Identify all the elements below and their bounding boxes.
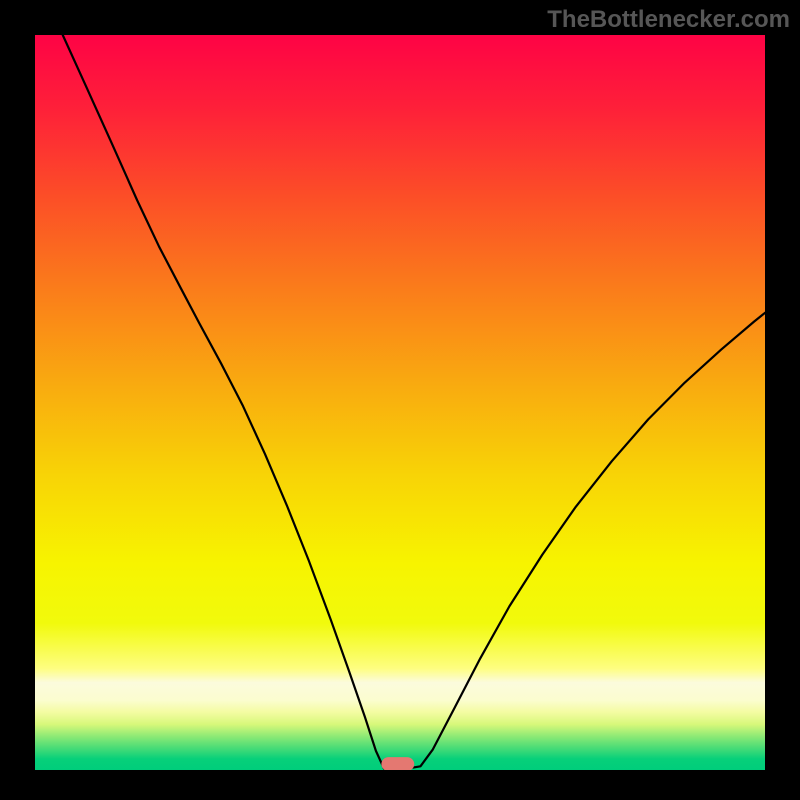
watermark-text: TheBottlenecker.com bbox=[547, 6, 790, 34]
chart-frame: TheBottlenecker.com bbox=[0, 0, 800, 800]
optimum-marker bbox=[381, 757, 414, 770]
plot-area bbox=[35, 35, 765, 770]
plot-svg bbox=[35, 35, 765, 770]
gradient-background bbox=[35, 35, 765, 770]
